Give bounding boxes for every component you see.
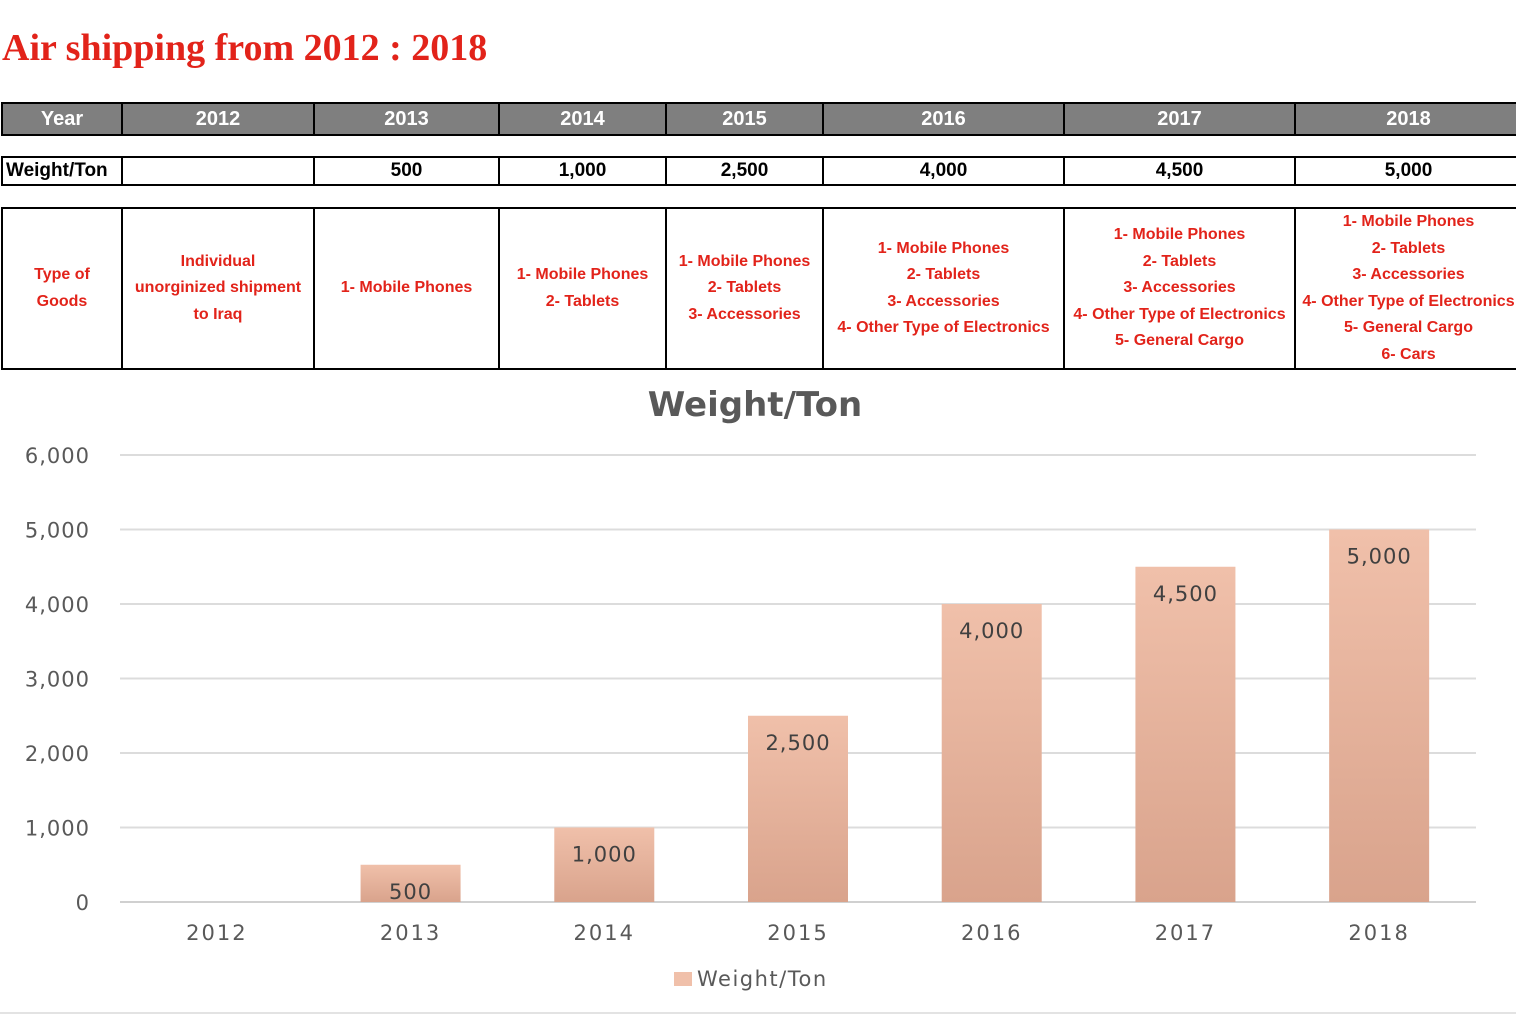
bar (1135, 566, 1236, 902)
y-tick-label: 2,000 (25, 742, 90, 766)
goods-line: 1- Mobile Phones (516, 266, 649, 283)
goods-line: to Iraq (193, 305, 243, 323)
data-label: 500 (389, 880, 432, 904)
goods-line: 2- Tablets (707, 279, 782, 297)
year-cell: 2016 (822, 102, 1065, 136)
goods-line: 4- Other Type of Electronics (1073, 305, 1286, 323)
goods-label-cell: Type of Goods (1, 207, 123, 370)
year-cell: 2015 (665, 102, 824, 136)
legend-label: Weight/Ton (697, 967, 828, 991)
goods-line: 1- Mobile Phones (678, 252, 811, 270)
goods-line: 4- Other Type of Electronics (1302, 292, 1515, 310)
weight-label-cell: Weight/Ton (1, 156, 123, 186)
goods-line: 2- Tablets (1142, 252, 1217, 270)
goods-line: 1- Mobile Phones (1342, 213, 1475, 230)
x-tick-label: 2013 (380, 921, 441, 945)
x-tick-label: 2014 (574, 921, 635, 945)
goods-line: 2- Tablets (906, 266, 981, 283)
weight-cell: 2,500 (665, 156, 824, 186)
x-tick-label: 2018 (1348, 921, 1409, 945)
goods-line: unorginized shipment (134, 279, 302, 297)
goods-line: 1- Mobile Phones (340, 279, 473, 297)
year-cell: 2014 (498, 102, 667, 136)
goods-line: 3- Accessories (1123, 279, 1236, 297)
y-tick-label: 3,000 (25, 668, 90, 692)
goods-line: 1- Mobile Phones (1113, 226, 1246, 244)
goods-label-line: Type of (34, 266, 90, 283)
y-tick-label: 1,000 (25, 817, 90, 841)
goods-cell: 1- Mobile Phones 2- Tablets 3- Accessori… (822, 207, 1065, 370)
x-tick-label: 2017 (1155, 921, 1216, 945)
goods-line: 3- Accessories (887, 292, 1000, 310)
bar (941, 604, 1042, 902)
page-title: Air shipping from 2012 : 2018 (2, 27, 488, 69)
goods-cell: 1- Mobile Phones 2- Tablets 3- Accessori… (1294, 207, 1516, 370)
bottom-divider (0, 1012, 1516, 1014)
data-label: 4,000 (959, 619, 1024, 643)
goods-line: 5- General Cargo (1344, 319, 1473, 336)
data-label: 5,000 (1347, 545, 1412, 569)
year-cell: 2017 (1063, 102, 1296, 136)
y-tick-label: 4,000 (25, 593, 90, 617)
weight-cell: 1,000 (498, 156, 667, 186)
weight-row: Weight/Ton 500 1,000 2,500 4,000 4,500 5… (1, 156, 1516, 186)
bar (554, 827, 655, 902)
goods-line: 3- Accessories (688, 305, 801, 323)
goods-cell: Individual unorginized shipment to Iraq (121, 207, 315, 370)
data-label: 1,000 (572, 843, 637, 867)
goods-label-line: Goods (36, 292, 88, 310)
y-tick-label: 5,000 (25, 519, 90, 543)
data-label: 4,500 (1153, 582, 1218, 606)
goods-line: 3- Accessories (1352, 266, 1465, 283)
goods-row: Type of Goods Individual unorginized shi… (1, 207, 1516, 370)
bar (360, 864, 461, 902)
goods-line: 2- Tablets (1371, 239, 1446, 257)
chart-title: Weight/Ton (648, 385, 862, 425)
x-tick-label: 2016 (961, 921, 1022, 945)
goods-line: 5- General Cargo (1115, 332, 1244, 350)
x-tick-label: 2012 (186, 921, 247, 945)
goods-line: Individual (180, 252, 256, 270)
year-cell: 2013 (313, 102, 500, 136)
goods-line: 1- Mobile Phones (877, 239, 1010, 257)
year-header-row: Year 2012 2013 2014 2015 2016 2017 2018 (1, 102, 1516, 136)
y-tick-label: 6,000 (25, 444, 90, 468)
weight-bar-chart: Weight/Ton 0 1,000 2,000 3,000 4,000 5,000 6,0… (25, 385, 1476, 991)
weight-cell (121, 156, 315, 186)
goods-cell: 1- Mobile Phones (313, 207, 500, 370)
goods-line: 2- Tablets (545, 292, 620, 310)
data-label: 2,500 (765, 731, 830, 755)
bar (748, 715, 848, 902)
weight-cell: 4,000 (822, 156, 1065, 186)
weight-cell: 4,500 (1063, 156, 1296, 186)
weight-cell: 5,000 (1294, 156, 1516, 186)
goods-line: 6- Cars (1381, 345, 1436, 363)
goods-cell: 1- Mobile Phones 2- Tablets 3- Accessori… (1063, 207, 1296, 370)
goods-cell: 1- Mobile Phones 2- Tablets 3- Accessori… (665, 207, 824, 370)
y-tick-label: 0 (76, 891, 90, 915)
goods-cell: 1- Mobile Phones 2- Tablets (498, 207, 667, 370)
year-label-cell: Year (1, 102, 123, 136)
weight-cell: 500 (313, 156, 500, 186)
bar (1329, 529, 1430, 902)
goods-line: 4- Other Type of Electronics (837, 319, 1050, 336)
legend-swatch (674, 972, 692, 986)
x-tick-label: 2015 (767, 921, 828, 945)
year-cell: 2018 (1294, 102, 1516, 136)
year-cell: 2012 (121, 102, 315, 136)
chart-legend: Weight/Ton (674, 967, 828, 991)
